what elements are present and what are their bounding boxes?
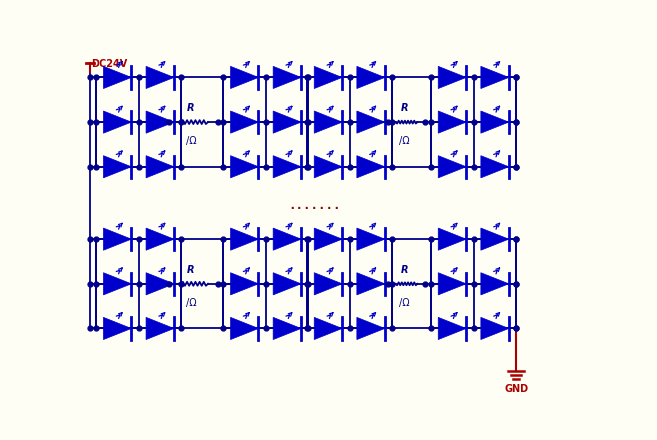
Polygon shape [314, 273, 342, 295]
Polygon shape [231, 273, 258, 295]
Polygon shape [481, 156, 509, 178]
Polygon shape [231, 156, 258, 178]
Polygon shape [146, 111, 174, 133]
Text: .......: ....... [288, 199, 341, 212]
Polygon shape [357, 317, 385, 340]
Text: R: R [187, 264, 194, 275]
Polygon shape [146, 317, 174, 340]
Polygon shape [231, 317, 258, 340]
Polygon shape [273, 273, 301, 295]
Polygon shape [357, 273, 385, 295]
Polygon shape [314, 317, 342, 340]
Polygon shape [273, 228, 301, 250]
Polygon shape [481, 111, 509, 133]
Polygon shape [438, 273, 466, 295]
Polygon shape [146, 66, 174, 88]
Polygon shape [438, 66, 466, 88]
Polygon shape [481, 273, 509, 295]
Polygon shape [103, 317, 131, 340]
Text: GND: GND [504, 384, 528, 394]
Polygon shape [231, 111, 258, 133]
Polygon shape [273, 156, 301, 178]
Polygon shape [438, 111, 466, 133]
Polygon shape [273, 111, 301, 133]
Text: /Ω: /Ω [185, 136, 196, 146]
Text: /Ω: /Ω [399, 136, 410, 146]
Polygon shape [146, 156, 174, 178]
Polygon shape [314, 66, 342, 88]
Polygon shape [103, 66, 131, 88]
Polygon shape [314, 111, 342, 133]
Polygon shape [273, 66, 301, 88]
Polygon shape [357, 156, 385, 178]
Polygon shape [146, 228, 174, 250]
Polygon shape [481, 66, 509, 88]
Polygon shape [231, 228, 258, 250]
Text: DC24V: DC24V [91, 59, 127, 69]
Text: R: R [401, 103, 409, 113]
Polygon shape [314, 228, 342, 250]
Polygon shape [438, 317, 466, 340]
Polygon shape [481, 317, 509, 340]
Polygon shape [357, 228, 385, 250]
Polygon shape [146, 273, 174, 295]
Polygon shape [314, 156, 342, 178]
Polygon shape [273, 317, 301, 340]
Text: R: R [187, 103, 194, 113]
Polygon shape [357, 111, 385, 133]
Polygon shape [103, 228, 131, 250]
Text: /Ω: /Ω [185, 298, 196, 308]
Polygon shape [103, 111, 131, 133]
Text: /Ω: /Ω [399, 298, 410, 308]
Text: R: R [401, 264, 409, 275]
Polygon shape [481, 228, 509, 250]
Polygon shape [438, 228, 466, 250]
Polygon shape [357, 66, 385, 88]
Polygon shape [438, 156, 466, 178]
Polygon shape [103, 273, 131, 295]
Polygon shape [231, 66, 258, 88]
Polygon shape [103, 156, 131, 178]
